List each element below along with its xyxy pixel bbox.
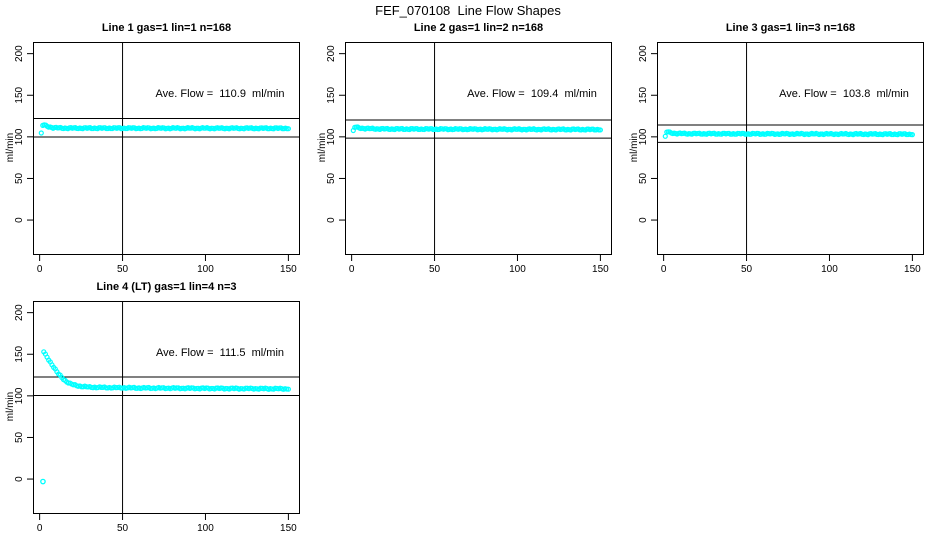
svg-text:150: 150 xyxy=(280,523,297,533)
svg-text:100: 100 xyxy=(821,264,838,274)
svg-text:50: 50 xyxy=(429,264,441,274)
svg-text:150: 150 xyxy=(14,345,25,362)
svg-text:100: 100 xyxy=(14,387,25,404)
svg-text:100: 100 xyxy=(14,128,25,145)
svg-text:100: 100 xyxy=(638,128,649,145)
svg-text:0: 0 xyxy=(14,476,25,482)
panel-title: Line 1 gas=1 lin=1 n=168 xyxy=(101,22,232,34)
svg-text:0: 0 xyxy=(14,217,25,223)
svg-text:200: 200 xyxy=(326,45,337,62)
panel-title: Line 3 gas=1 lin=3 n=168 xyxy=(725,22,856,34)
svg-text:100: 100 xyxy=(197,264,214,274)
svg-text:150: 150 xyxy=(326,86,337,103)
svg-text:150: 150 xyxy=(592,264,609,274)
svg-text:150: 150 xyxy=(14,86,25,103)
panel-line-2: Line 2 gas=1 lin=2 n=168 ml/min Ave. Flo… xyxy=(312,22,622,274)
panel-title: Line 4 (LT) gas=1 lin=4 n=3 xyxy=(96,281,237,293)
panel-line-3: Line 3 gas=1 lin=3 n=168 ml/min Ave. Flo… xyxy=(624,22,934,274)
svg-text:100: 100 xyxy=(509,264,526,274)
svg-text:0: 0 xyxy=(37,264,43,274)
svg-text:100: 100 xyxy=(326,128,337,145)
ave-flow-annotation: Ave. Flow = 110.9 ml/min xyxy=(155,88,285,100)
svg-text:100: 100 xyxy=(197,523,214,533)
svg-text:150: 150 xyxy=(280,264,297,274)
svg-text:0: 0 xyxy=(326,217,337,223)
svg-text:50: 50 xyxy=(326,172,337,184)
svg-text:150: 150 xyxy=(904,264,921,274)
svg-text:50: 50 xyxy=(14,172,25,184)
ave-flow-annotation: Ave. Flow = 103.8 ml/min xyxy=(779,88,909,100)
svg-text:0: 0 xyxy=(661,264,667,274)
svg-text:0: 0 xyxy=(349,264,355,274)
plot-area-line-3: 0 50 100 150 0 50 100 150 200 xyxy=(638,42,924,274)
plot-area-line-1: 0 50 100 150 0 50 100 150 200 xyxy=(14,42,300,274)
svg-text:200: 200 xyxy=(14,304,25,321)
svg-text:50: 50 xyxy=(117,523,129,533)
page-title: FEF_070108 Line Flow Shapes xyxy=(375,3,561,18)
svg-text:150: 150 xyxy=(638,86,649,103)
svg-text:50: 50 xyxy=(638,172,649,184)
svg-text:0: 0 xyxy=(37,523,43,533)
ave-flow-annotation: Ave. Flow = 109.4 ml/min xyxy=(467,88,597,100)
svg-text:200: 200 xyxy=(638,45,649,62)
svg-text:200: 200 xyxy=(14,45,25,62)
panel-line-1: Line 1 gas=1 lin=1 n=168 ml/min Ave. Flo… xyxy=(0,22,310,274)
panel-title: Line 2 gas=1 lin=2 n=168 xyxy=(413,22,544,34)
svg-text:50: 50 xyxy=(741,264,753,274)
svg-text:0: 0 xyxy=(638,217,649,223)
svg-text:50: 50 xyxy=(117,264,129,274)
panel-line-4: Line 4 (LT) gas=1 lin=4 n=3 ml/min Ave. … xyxy=(0,281,310,533)
svg-text:50: 50 xyxy=(14,431,25,443)
ave-flow-annotation: Ave. Flow = 111.5 ml/min xyxy=(155,347,285,359)
plot-area-line-4: 0 50 100 150 0 50 100 150 200 xyxy=(14,301,300,533)
plot-area-line-2: 0 50 100 150 0 50 100 150 200 xyxy=(326,42,612,274)
